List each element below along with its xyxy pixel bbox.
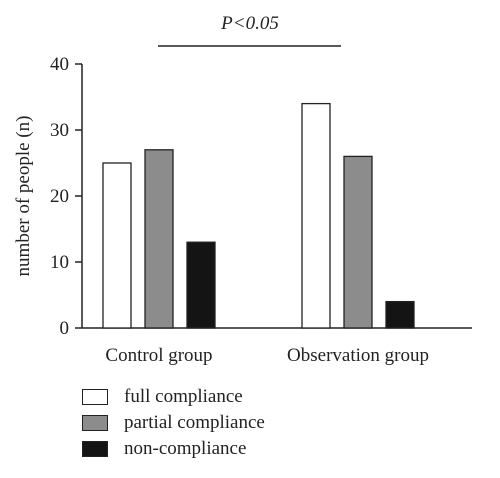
x-category-label: Control group bbox=[105, 345, 212, 366]
legend-label: non-compliance bbox=[124, 437, 247, 459]
y-tick-label: 20 bbox=[50, 186, 69, 207]
legend-swatch-non-compliance bbox=[82, 440, 108, 457]
bar-partial-compliance-control-group bbox=[144, 149, 174, 329]
legend: full compliance partial compliance non-c… bbox=[82, 384, 382, 462]
legend-item-full-compliance: full compliance bbox=[82, 384, 382, 409]
y-tick-label: 40 bbox=[50, 54, 69, 75]
legend-swatch-full-compliance bbox=[82, 388, 108, 405]
bar-non-compliance-observation-group bbox=[385, 300, 415, 329]
y-axis: 0 10 20 30 40 bbox=[50, 54, 83, 339]
bar-partial-compliance-observation-group bbox=[343, 155, 373, 329]
legend-label: full compliance bbox=[124, 385, 243, 407]
legend-item-partial-compliance: partial compliance bbox=[82, 410, 382, 435]
legend-swatch-partial-compliance bbox=[82, 414, 108, 431]
bar-full-compliance-control-group bbox=[102, 162, 132, 329]
bar-chart: 0 10 20 30 40 Control group Observation group… bbox=[13, 13, 472, 366]
category-labels: Control group Observation group bbox=[105, 345, 429, 366]
significance-annotation: P<0.05 bbox=[220, 13, 279, 34]
y-tick-label: 0 bbox=[60, 318, 70, 339]
y-tick-label: 30 bbox=[50, 120, 69, 141]
legend-item-non-compliance: non-compliance bbox=[82, 436, 382, 461]
y-axis-label: number of people (n) bbox=[13, 116, 34, 277]
y-tick-label: 10 bbox=[50, 252, 69, 273]
x-category-label: Observation group bbox=[287, 345, 429, 366]
bars bbox=[102, 102, 415, 329]
legend-label: partial compliance bbox=[124, 411, 265, 433]
bar-non-compliance-control-group bbox=[186, 241, 216, 329]
bar-full-compliance-observation-group bbox=[301, 102, 331, 329]
